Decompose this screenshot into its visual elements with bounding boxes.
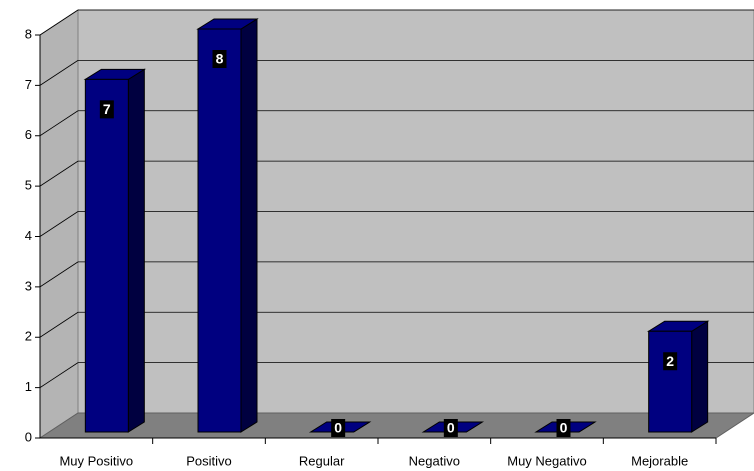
- value-label-box: [663, 352, 678, 371]
- value-label-box: [556, 419, 571, 437]
- x-tick-label: Negativo: [409, 453, 460, 468]
- y-tick-label: 6: [25, 127, 32, 142]
- value-label-box: [331, 419, 346, 437]
- grid-line: [39, 60, 79, 86]
- grid-line: [39, 9, 79, 36]
- value-label: 7: [103, 101, 111, 117]
- value-label: 8: [216, 51, 224, 67]
- bar: [83, 68, 147, 433]
- y-tick-label: 7: [25, 77, 32, 92]
- x-tick-label: Mejorable: [631, 453, 688, 468]
- value-label: 0: [334, 420, 342, 436]
- grid-line: [39, 211, 79, 237]
- value-label-box: [99, 100, 114, 119]
- y-tick-label: 4: [25, 228, 32, 243]
- x-tick-label: Muy Positivo: [59, 453, 133, 468]
- grid-line: [39, 110, 79, 137]
- value-label-box: [443, 419, 458, 437]
- x-tick-label: Muy Negativo: [507, 453, 586, 468]
- bar-side: [691, 320, 709, 433]
- bar-front: [197, 28, 242, 433]
- x-tick-label: Positivo: [186, 453, 232, 468]
- value-label-box: [212, 50, 227, 68]
- y-tick-label: 5: [25, 178, 32, 193]
- bar-front: [648, 330, 693, 433]
- grid-line: [39, 261, 79, 288]
- grid-line: [39, 311, 79, 338]
- value-label: 0: [447, 420, 455, 436]
- y-tick-label: 8: [25, 26, 32, 41]
- bar-front: [84, 78, 129, 433]
- y-tick-label: 3: [25, 278, 32, 293]
- grid-line: [39, 160, 79, 187]
- bar: [196, 18, 259, 433]
- y-tick-label: 2: [25, 329, 32, 344]
- grid-line: [39, 362, 79, 388]
- bar: [646, 320, 710, 433]
- y-tick-label: 1: [25, 379, 32, 394]
- bar-side: [240, 18, 258, 433]
- x-tick-label: Regular: [299, 453, 345, 468]
- value-label: 2: [666, 353, 674, 369]
- y-tick-label: 0: [25, 429, 32, 444]
- floor: [38, 412, 754, 439]
- value-label: 0: [560, 420, 568, 436]
- bar-side: [127, 68, 145, 433]
